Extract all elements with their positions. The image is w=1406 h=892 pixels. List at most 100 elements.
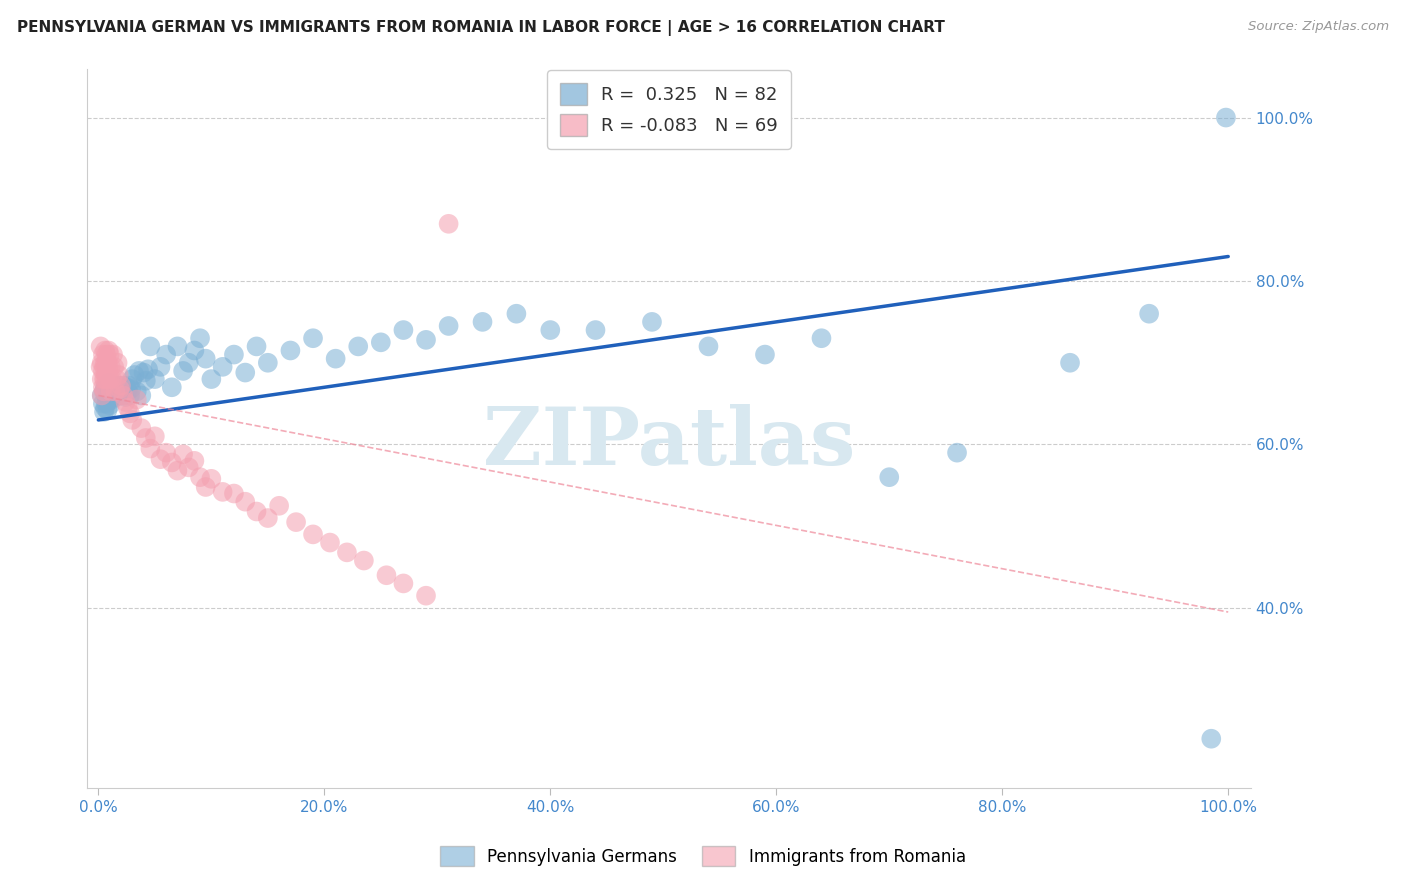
Point (104, 390, 127, 404)
Point (245, 504, 267, 518)
Point (370, 335, 392, 350)
Point (437, 217, 460, 231)
Point (392, 323, 415, 337)
Point (200, 372, 222, 386)
Point (107, 378, 129, 392)
Point (1199, 731, 1222, 746)
Point (128, 364, 150, 378)
Point (117, 384, 139, 399)
Point (877, 470, 900, 484)
Point (97, 388, 120, 402)
Point (98, 398, 121, 412)
Point (336, 545, 359, 559)
Point (160, 380, 183, 394)
Point (135, 374, 157, 388)
Point (93, 372, 115, 386)
Point (471, 315, 494, 329)
Point (188, 331, 211, 345)
Point (754, 348, 776, 362)
Point (124, 368, 146, 382)
Point (93, 384, 115, 399)
Point (143, 372, 166, 386)
Point (97, 376, 120, 391)
Point (103, 359, 125, 374)
Point (200, 472, 222, 486)
Point (91, 380, 114, 394)
Point (93, 359, 115, 374)
Point (177, 460, 200, 475)
Point (155, 445, 177, 459)
Point (108, 388, 131, 402)
Point (114, 390, 136, 404)
Point (118, 378, 141, 392)
Point (505, 307, 527, 321)
Point (98, 372, 121, 386)
Point (172, 447, 194, 461)
Point (125, 392, 148, 407)
Point (233, 366, 256, 380)
Point (810, 331, 832, 345)
Point (149, 359, 172, 374)
Point (222, 486, 245, 500)
Point (319, 535, 342, 549)
Point (280, 343, 302, 358)
Point (105, 372, 128, 386)
Point (129, 388, 152, 402)
Point (697, 339, 720, 353)
Point (96, 348, 118, 362)
Point (139, 339, 162, 353)
Point (155, 348, 177, 362)
Point (194, 351, 217, 366)
Point (101, 392, 124, 407)
Point (110, 382, 132, 396)
Point (121, 372, 143, 386)
Point (143, 429, 166, 443)
Point (93, 405, 115, 419)
Point (946, 445, 969, 459)
Point (160, 455, 183, 469)
Point (100, 380, 122, 394)
Point (177, 356, 200, 370)
Point (105, 380, 128, 394)
Point (100, 359, 122, 374)
Point (132, 366, 155, 380)
Point (112, 388, 135, 402)
Point (101, 384, 124, 399)
Text: ZIPatlas: ZIPatlas (482, 403, 855, 482)
Point (135, 431, 157, 445)
Point (118, 388, 141, 402)
Point (94, 380, 117, 394)
Point (233, 494, 256, 508)
Point (302, 331, 325, 345)
Point (437, 318, 460, 333)
Point (166, 464, 188, 478)
Point (183, 454, 205, 468)
Point (118, 406, 141, 420)
Point (188, 470, 211, 484)
Point (96, 359, 118, 374)
Point (100, 384, 122, 399)
Point (91, 396, 114, 410)
Point (194, 480, 217, 494)
Legend: Pennsylvania Germans, Immigrants from Romania: Pennsylvania Germans, Immigrants from Ro… (433, 839, 973, 873)
Point (211, 359, 233, 374)
Point (172, 364, 194, 378)
Point (96, 403, 118, 417)
Point (94, 343, 117, 358)
Point (101, 382, 124, 396)
Point (90, 388, 112, 402)
Point (96, 396, 118, 410)
Point (183, 343, 205, 358)
Point (100, 386, 122, 401)
Point (111, 384, 134, 399)
Point (110, 378, 132, 392)
Point (107, 384, 129, 399)
Legend: R =  0.325   N = 82, R = -0.083   N = 69: R = 0.325 N = 82, R = -0.083 N = 69 (547, 70, 790, 149)
Point (91, 364, 114, 378)
Point (96, 368, 118, 382)
Point (245, 339, 267, 353)
Text: Source: ZipAtlas.com: Source: ZipAtlas.com (1249, 20, 1389, 33)
Point (149, 452, 172, 467)
Point (211, 484, 233, 499)
Point (90, 388, 112, 402)
